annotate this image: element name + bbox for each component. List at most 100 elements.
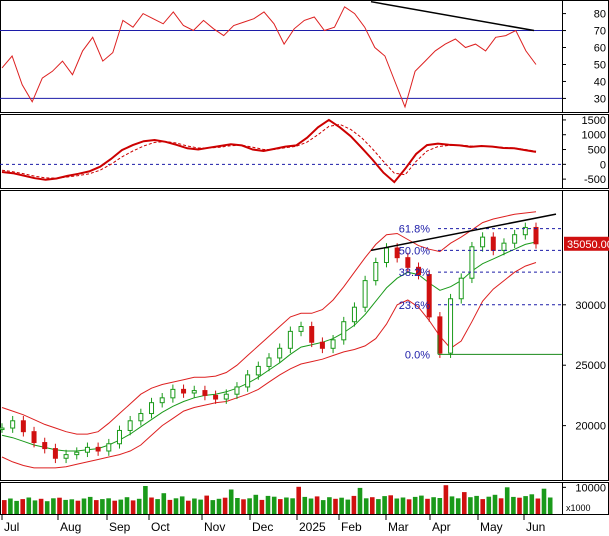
- price-candle-body: [74, 451, 80, 456]
- rsi-line: [1, 6, 537, 109]
- lower-band-line: [1, 262, 537, 469]
- price-candle-body: [84, 446, 90, 453]
- price-candle-body: [95, 446, 101, 452]
- volume-bar: [400, 497, 406, 514]
- volume-bar: [8, 498, 13, 514]
- volume-unit-label: x1000: [566, 503, 591, 513]
- volume-bar: [106, 498, 111, 514]
- volume-bar: [241, 499, 246, 514]
- price-trendline: [370, 213, 557, 252]
- x-tick-label: Nov: [204, 520, 225, 534]
- volume-bar: [228, 489, 234, 514]
- price-frame: [0, 190, 609, 481]
- volume-bar: [118, 499, 124, 514]
- price-candle-body: [522, 226, 528, 236]
- volume-bar: [149, 497, 154, 514]
- rsi-tick-label: 60: [594, 43, 606, 55]
- volume-bar: [480, 499, 485, 514]
- rsi-tick-label: 70: [594, 26, 606, 38]
- x-tick-label: Mar: [388, 520, 409, 534]
- volume-bar: [486, 496, 492, 514]
- x-tick-label: Apr: [432, 520, 451, 534]
- price-candle-body: [277, 347, 283, 359]
- rsi-trendline: [370, 0, 535, 32]
- volume-bar: [69, 499, 75, 514]
- price-candle-body: [416, 266, 422, 276]
- volume-bar: [2, 500, 7, 514]
- fibonacci-level-label: 61.8%: [399, 224, 430, 236]
- volume-bar: [265, 495, 271, 514]
- volume-bar: [308, 498, 314, 514]
- volume-bar: [376, 499, 381, 514]
- volume-bar: [462, 492, 467, 514]
- price-candle-body: [116, 429, 122, 445]
- price-candle-body: [181, 388, 187, 394]
- price-candle-body: [490, 236, 496, 251]
- volume-bar: [492, 494, 498, 514]
- macd-tick-label: 0: [600, 159, 606, 171]
- volume-bar: [278, 499, 283, 514]
- price-candle-body: [170, 388, 176, 399]
- price-candle-body: [330, 339, 336, 349]
- volume-bar: [20, 499, 25, 514]
- last-price-tag: [564, 236, 609, 251]
- volume-bar: [419, 495, 424, 514]
- price-candle-body: [309, 326, 315, 343]
- price-candle-body: [10, 420, 16, 429]
- volume-bar: [100, 499, 105, 514]
- volume-bar: [124, 497, 130, 514]
- volume-bar: [112, 500, 117, 514]
- macd-signal-line: [1, 123, 537, 179]
- volume-bar: [370, 497, 375, 514]
- volume-bar: [161, 493, 167, 514]
- volume-bar: [155, 499, 160, 514]
- price-candle-body: [223, 393, 229, 400]
- volume-bar: [511, 496, 516, 514]
- last-price-label: 35050.00: [567, 239, 609, 251]
- volume-bar: [173, 498, 179, 514]
- fibonacci-level-label: 38.2%: [399, 267, 430, 279]
- price-candle-body: [191, 390, 197, 394]
- price-tick-label: 30000: [575, 300, 606, 312]
- volume-bar: [290, 498, 295, 514]
- volume-bar: [517, 497, 522, 514]
- price-candle-body: [512, 234, 518, 244]
- price-candle-body: [106, 443, 112, 452]
- price-candle-body: [245, 374, 251, 388]
- price-candle-body: [383, 247, 389, 263]
- volume-bar: [363, 498, 369, 514]
- volume-bar: [302, 496, 308, 514]
- volume-bar: [271, 496, 277, 514]
- price-candle-body: [266, 357, 272, 367]
- volume-bar: [388, 495, 393, 514]
- x-tick-label: May: [480, 520, 503, 534]
- volume-bar: [87, 496, 93, 514]
- price-candle-body: [31, 431, 37, 444]
- price-candle-body: [426, 274, 432, 318]
- volume-bar: [130, 500, 136, 514]
- price-tick-label: 20000: [575, 421, 606, 433]
- volume-bar: [14, 500, 19, 514]
- price-candle-body: [480, 236, 486, 248]
- volume-bar: [57, 497, 62, 514]
- price-candle-body: [127, 420, 133, 431]
- volume-bar: [431, 497, 436, 514]
- price-candle-body: [63, 454, 69, 459]
- volume-bar: [339, 497, 344, 514]
- volume-bar: [406, 499, 412, 514]
- price-candle-body: [287, 330, 293, 349]
- volume-bar: [75, 500, 81, 514]
- x-tick-label: Jun: [526, 520, 545, 534]
- volume-bar: [26, 497, 32, 514]
- price-candle-body: [255, 365, 261, 376]
- volume-bar: [351, 495, 357, 514]
- volume-bar: [38, 498, 44, 514]
- volume-bar: [179, 496, 185, 514]
- price-candle-body: [469, 246, 475, 279]
- rsi-panel: 80 70 60 50 40 30: [0, 0, 609, 113]
- volume-bar: [425, 498, 430, 514]
- volume-bar: [136, 498, 142, 514]
- volume-bar: [327, 497, 332, 514]
- volume-panel: 10000 x1000: [0, 482, 609, 515]
- rsi-tick-label: 40: [594, 76, 606, 88]
